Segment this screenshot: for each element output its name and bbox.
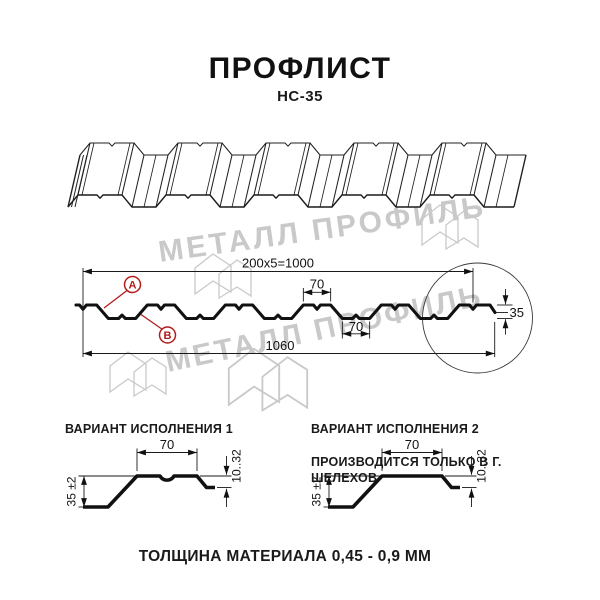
- rib-line: [331, 154, 345, 208]
- callout-a-badge: [123, 275, 142, 294]
- page-title: ПРОФЛИСТ: [208, 52, 392, 85]
- rib-line: [341, 142, 355, 196]
- rib-line: [297, 142, 311, 196]
- rib-line: [293, 142, 307, 196]
- sheet-back-edge: [79, 142, 526, 156]
- rib-line: [81, 142, 95, 196]
- callout-b-badge: [158, 326, 177, 344]
- rib-line: [495, 154, 509, 208]
- rib-line: [155, 154, 169, 208]
- variant-1-drawing: 70 10..32 35 ±2: [65, 437, 244, 509]
- sheet-front-edge: [67, 194, 514, 208]
- rib-line: [205, 142, 219, 196]
- callout-b: B: [140, 313, 177, 344]
- variant-1-profile: [83, 474, 215, 509]
- extension-lines: [82, 268, 513, 357]
- profile-path: [74, 303, 497, 321]
- variant-2-subtitle: ПРОИЗВОДИТСЯ ТОЛЬКО В Г. ШЕЛЕХОВ: [311, 454, 502, 486]
- variant-1-section-title: ВАРИАНТ ИСПОЛНЕНИЯ 1: [65, 404, 305, 470]
- rib-line: [319, 154, 333, 208]
- dim-height-label: 35: [510, 305, 524, 320]
- rib-line: [121, 142, 135, 196]
- rib-line: [469, 142, 483, 196]
- rib-line: [71, 154, 84, 208]
- variant-2-dims: [323, 448, 477, 508]
- cross-section-drawing: 200x5=1000 70 70 1060 35 A B: [74, 256, 533, 374]
- variant-2-dim-lip: 10..32: [475, 449, 489, 483]
- rib-line: [513, 154, 527, 208]
- rib-line: [381, 142, 395, 196]
- variant-1-dim-height: 35 ±2: [65, 476, 79, 506]
- rib-line: [169, 142, 183, 196]
- callout-b-label: B: [164, 330, 172, 342]
- variant-2-dim-crest: 70: [405, 437, 419, 452]
- rib-line: [231, 154, 245, 208]
- rib-line: [131, 154, 145, 208]
- variant-1-dims: [78, 448, 232, 508]
- rib-line: [395, 154, 409, 208]
- rib-line: [209, 142, 223, 196]
- rib-line: [473, 142, 487, 196]
- variant-2-section-title: ВАРИАНТ ИСПОЛНЕНИЯ 2 ПРОИЗВОДИТСЯ ТОЛЬКО…: [311, 404, 571, 503]
- rib-line: [419, 154, 433, 208]
- rib-line: [483, 154, 497, 208]
- rib-line: [243, 154, 257, 208]
- dimension-lines: [83, 268, 509, 357]
- dim-overall-width-label: 1060: [266, 338, 295, 353]
- dim-valley-width-label: 70: [349, 319, 363, 334]
- leader-line: [140, 313, 163, 331]
- variant-1-title: ВАРИАНТ ИСПОЛНЕНИЯ 1: [65, 421, 233, 436]
- rib-line: [143, 154, 157, 208]
- rib-line: [117, 142, 131, 196]
- rib-line: [345, 142, 359, 196]
- callout-a: A: [103, 275, 142, 309]
- variant-1-dim-crest: 70: [160, 437, 174, 452]
- dim-total-top-label: 200x5=1000: [242, 256, 314, 271]
- leader-line: [103, 289, 128, 309]
- rib-line: [307, 154, 321, 208]
- variant-2-dim-height: 35 ±2: [310, 476, 324, 506]
- rib-line: [433, 142, 447, 196]
- sheet-3d-drawing: [67, 142, 527, 208]
- variant-1-dim-lip: 10..32: [230, 449, 244, 483]
- rib-line: [253, 142, 267, 196]
- rib-line: [257, 142, 271, 196]
- dim-crest-width-label: 70: [310, 277, 324, 292]
- variant-2-title: ВАРИАНТ ИСПОЛНЕНИЯ 2: [311, 421, 479, 436]
- rib-line: [77, 142, 91, 196]
- watermark: МЕТАЛЛ ПРОФИЛЬ МЕТАЛЛ ПРОФИЛЬ: [109, 190, 488, 412]
- variant-2-profile: [328, 474, 460, 509]
- material-thickness-note: ТОЛЩИНА МАТЕРИАЛА 0,45 - 0,9 ММ: [138, 548, 432, 565]
- variant-2-drawing: 70 10..32 35 ±2: [310, 437, 489, 509]
- page-subtitle: НС-35: [277, 88, 323, 105]
- rib-line: [165, 142, 179, 196]
- rib-line: [67, 154, 81, 208]
- rib-line: [407, 154, 421, 208]
- rib-line: [385, 142, 399, 196]
- rib-line: [219, 154, 233, 208]
- callout-a-label: A: [129, 280, 137, 292]
- rib-line: [429, 142, 443, 196]
- watermark-text: МЕТАЛЛ ПРОФИЛЬ: [163, 279, 486, 378]
